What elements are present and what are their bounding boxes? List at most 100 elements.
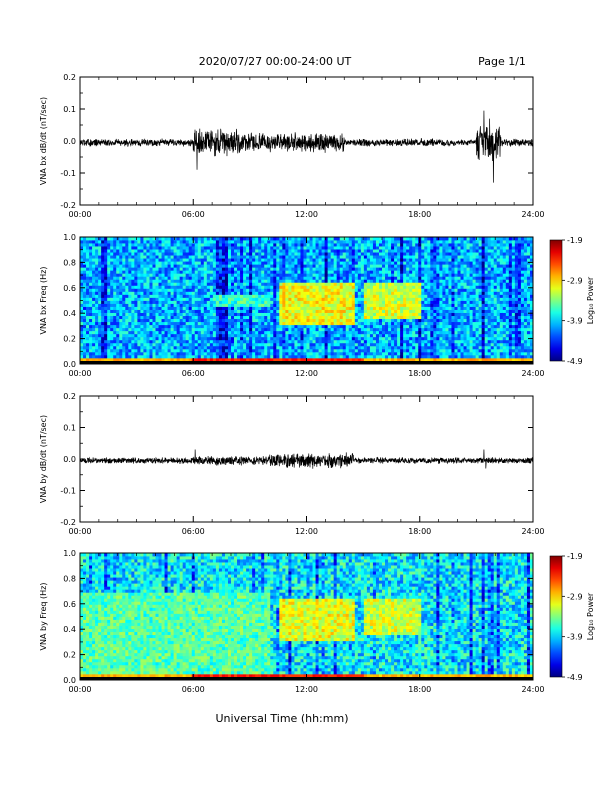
heatmap-cell bbox=[101, 261, 105, 265]
heatmap-cell bbox=[95, 294, 99, 298]
heatmap-cell bbox=[351, 324, 356, 329]
heatmap-cell bbox=[270, 339, 274, 344]
heatmap-cell bbox=[388, 282, 392, 286]
heatmap-cell bbox=[354, 261, 359, 265]
heatmap-cell bbox=[218, 243, 223, 247]
heatmap-cell bbox=[418, 285, 422, 289]
heatmap-cell bbox=[98, 261, 102, 265]
heatmap-cell bbox=[336, 306, 341, 310]
heatmap-cell bbox=[397, 351, 401, 356]
heatmap-cell bbox=[167, 282, 171, 286]
heatmap-cell bbox=[427, 342, 431, 347]
heatmap-cell bbox=[119, 330, 123, 335]
heatmap-cell bbox=[170, 243, 175, 247]
heatmap-cell bbox=[345, 282, 350, 286]
heatmap-cell bbox=[418, 246, 422, 250]
heatmap-cell bbox=[415, 348, 419, 353]
heatmap-cell bbox=[134, 246, 138, 250]
heatmap-cell bbox=[152, 342, 156, 347]
heatmap-cell bbox=[264, 336, 268, 341]
heatmap-cell bbox=[357, 291, 362, 295]
heatmap-cell bbox=[267, 255, 271, 259]
heatmap-cell bbox=[267, 291, 271, 295]
heatmap-cell bbox=[297, 315, 301, 320]
heatmap-cell bbox=[185, 345, 190, 350]
heatmap-cell bbox=[218, 267, 223, 271]
heatmap-cell bbox=[294, 342, 298, 347]
heatmap-cell bbox=[246, 288, 250, 292]
heatmap-cell bbox=[167, 306, 171, 310]
heatmap-cell bbox=[348, 249, 353, 253]
heatmap-cell bbox=[143, 282, 147, 286]
heatmap-cell bbox=[227, 300, 232, 304]
heatmap-cell bbox=[264, 282, 268, 286]
heatmap-cell bbox=[143, 300, 147, 304]
heatmap-cell bbox=[297, 267, 301, 271]
heatmap-cell bbox=[372, 246, 377, 250]
heatmap-cell bbox=[267, 267, 271, 271]
heatmap-cell bbox=[140, 252, 144, 256]
heatmap-cell bbox=[224, 312, 229, 317]
heatmap-cell bbox=[397, 357, 401, 362]
heatmap-cell bbox=[98, 312, 102, 317]
heatmap-cell bbox=[95, 291, 99, 295]
heatmap-cell bbox=[86, 261, 90, 265]
heatmap-cell bbox=[342, 282, 347, 286]
heatmap-cell bbox=[270, 291, 274, 295]
heatmap-cell bbox=[363, 258, 368, 262]
heatmap-cell bbox=[221, 267, 226, 271]
heatmap-cell bbox=[267, 324, 271, 329]
heatmap-cell bbox=[273, 303, 277, 307]
heatmap-cell bbox=[134, 276, 138, 280]
heatmap-cell bbox=[86, 252, 90, 256]
heatmap-cell bbox=[291, 324, 295, 329]
heatmap-cell bbox=[309, 276, 313, 280]
heatmap-cell bbox=[110, 249, 114, 253]
heatmap-cell bbox=[101, 285, 105, 289]
heatmap-cell bbox=[321, 312, 326, 317]
heatmap-cell bbox=[378, 264, 383, 268]
heatmap-cell bbox=[424, 330, 428, 335]
heatmap-cell bbox=[261, 321, 265, 326]
heatmap-cell bbox=[101, 315, 105, 320]
heatmap-cell bbox=[146, 345, 150, 350]
heatmap-cell bbox=[164, 249, 168, 253]
heatmap-cell bbox=[394, 309, 398, 313]
heatmap-cell bbox=[234, 258, 238, 262]
heatmap-cell bbox=[212, 258, 217, 262]
heatmap-cell bbox=[194, 330, 199, 335]
heatmap-cell bbox=[113, 249, 117, 253]
heatmap-cell bbox=[382, 279, 386, 283]
heatmap-cell bbox=[200, 303, 205, 307]
heatmap-cell bbox=[372, 324, 377, 329]
heatmap-cell bbox=[203, 324, 208, 329]
heatmap-cell bbox=[261, 291, 265, 295]
heatmap-cell bbox=[92, 264, 96, 268]
heatmap-cell bbox=[182, 333, 187, 338]
heatmap-cell bbox=[131, 321, 135, 326]
heatmap-cell bbox=[218, 330, 223, 335]
heatmap-cell bbox=[191, 288, 196, 292]
heatmap-cell bbox=[143, 357, 147, 362]
heatmap-cell bbox=[243, 288, 247, 292]
heatmap-cell bbox=[309, 306, 313, 310]
heatmap-cell bbox=[339, 321, 344, 326]
heatmap-cell bbox=[249, 315, 253, 320]
heatmap-cell bbox=[303, 291, 307, 295]
heatmap-cell bbox=[345, 258, 350, 262]
heatmap-cell bbox=[342, 261, 347, 265]
heatmap-cell bbox=[342, 342, 347, 347]
heatmap-cell bbox=[155, 279, 159, 283]
heatmap-cell bbox=[246, 354, 250, 359]
heatmap-cell bbox=[122, 279, 126, 283]
heatmap-cell bbox=[86, 324, 90, 329]
heatmap-cell bbox=[330, 255, 335, 259]
heatmap-cell bbox=[354, 330, 359, 335]
heatmap-cell bbox=[110, 306, 114, 310]
heatmap-cell bbox=[327, 282, 332, 286]
heatmap-cell bbox=[258, 237, 262, 241]
heatmap-cell bbox=[231, 300, 235, 304]
heatmap-cell bbox=[116, 354, 120, 359]
heatmap-cell bbox=[375, 240, 380, 244]
heatmap-cell bbox=[134, 351, 138, 356]
